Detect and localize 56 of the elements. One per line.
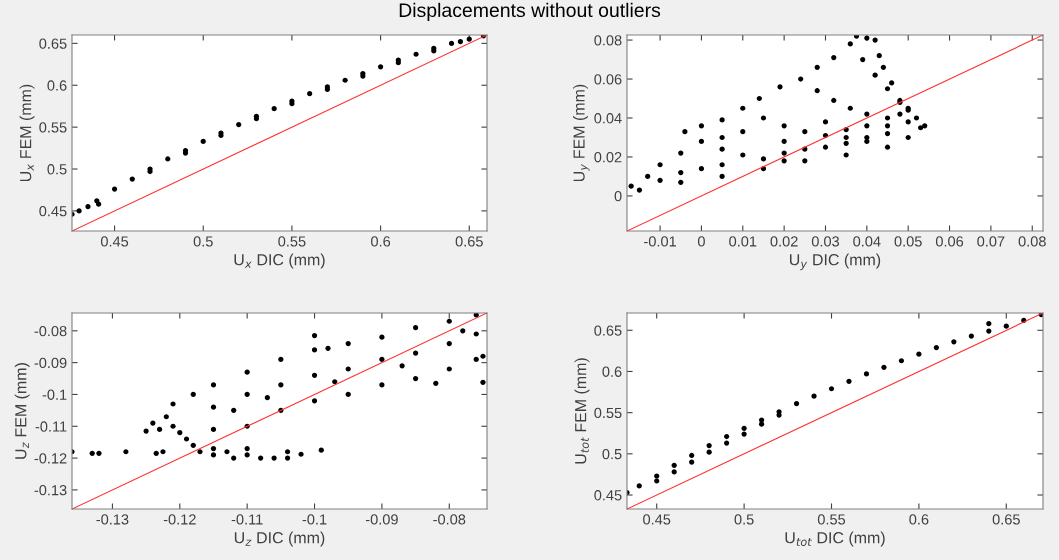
- x-tick-label: -0.08: [433, 514, 466, 525]
- y-tick-label: -0.1: [42, 389, 67, 400]
- y-tick-label: -0.08: [34, 325, 67, 337]
- x-tick-label: 0.6: [909, 514, 929, 525]
- y-tick-label: 0.06: [594, 74, 622, 85]
- x-tick-label: 0.55: [817, 514, 846, 525]
- x-tick-label: 0.45: [100, 236, 129, 247]
- x-tick-label: 0: [697, 236, 705, 247]
- x-tick-label: 0.06: [935, 236, 964, 247]
- y-axis-title: U$_{tot}$ FEM (mm): [574, 358, 590, 464]
- x-tick-label: 0.55: [278, 236, 306, 247]
- x-tick-label: 0.65: [992, 514, 1020, 525]
- x-tick-label: 0.05: [894, 236, 922, 247]
- y-tick-label: 0.55: [594, 407, 622, 419]
- x-tick-label: -0.12: [163, 514, 196, 525]
- x-tick-label: 0.08: [1018, 236, 1046, 247]
- y-tick-label: 0.08: [594, 35, 622, 46]
- y-tick-label: -0.13: [34, 485, 67, 496]
- y-tick-label: -0.11: [35, 421, 67, 432]
- y-tick-label: 0.6: [47, 80, 67, 91]
- y-tick-label: -0.09: [34, 357, 67, 369]
- x-tick-label: 0.45: [643, 514, 671, 525]
- x-tick-label: 0.65: [455, 236, 483, 247]
- y-tick-label: 0.5: [47, 164, 67, 175]
- x-tick-label: -0.11: [231, 514, 263, 525]
- x-axis-title: U$_{y}$ DIC (mm): [789, 253, 881, 271]
- y-axis-title: U$_{x}$ FEM (mm): [19, 84, 35, 182]
- y-axis-title: U$_{z}$ FEM (mm): [14, 363, 30, 459]
- y-tick-label: 0.45: [39, 206, 67, 217]
- y-tick-label: 0.65: [594, 325, 622, 336]
- y-axis-title: U$_{y}$ FEM (mm): [572, 84, 590, 182]
- x-tick-label: 0.5: [734, 514, 754, 525]
- x-tick-label: 0.04: [853, 236, 881, 247]
- x-tick-label: 0.01: [729, 236, 757, 247]
- x-axis-title: U$_{z}$ DIC (mm): [234, 531, 325, 547]
- y-tick-label: 0.5: [602, 448, 622, 460]
- y-tick-label: 0: [614, 191, 622, 202]
- x-tick-label: 0.03: [811, 236, 840, 247]
- text: Displacements without outliers: [399, 2, 661, 21]
- x-axis-title: U$_{x}$ DIC (mm): [234, 253, 325, 269]
- x-tick-label: 0.5: [193, 236, 213, 247]
- y-tick-label: 0.02: [594, 152, 622, 163]
- y-tick-label: 0.45: [594, 490, 622, 501]
- y-tick-label: 0.65: [39, 38, 67, 49]
- x-tick-label: 0.6: [371, 236, 391, 247]
- y-tick-label: 0.04: [594, 113, 622, 124]
- y-tick-label: -0.12: [34, 453, 67, 464]
- y-tick-label: 0.55: [39, 122, 67, 133]
- x-tick-label: -0.01: [644, 236, 676, 247]
- x-tick-label: -0.13: [96, 514, 129, 525]
- x-tick-label: -0.09: [365, 514, 398, 525]
- x-tick-label: -0.1: [302, 514, 327, 525]
- x-tick-label: 0.02: [770, 236, 798, 247]
- y-tick-label: 0.6: [602, 366, 622, 377]
- x-axis-title: U$_{tot}$ DIC (mm): [785, 531, 885, 547]
- x-tick-label: 0.07: [977, 236, 1005, 247]
